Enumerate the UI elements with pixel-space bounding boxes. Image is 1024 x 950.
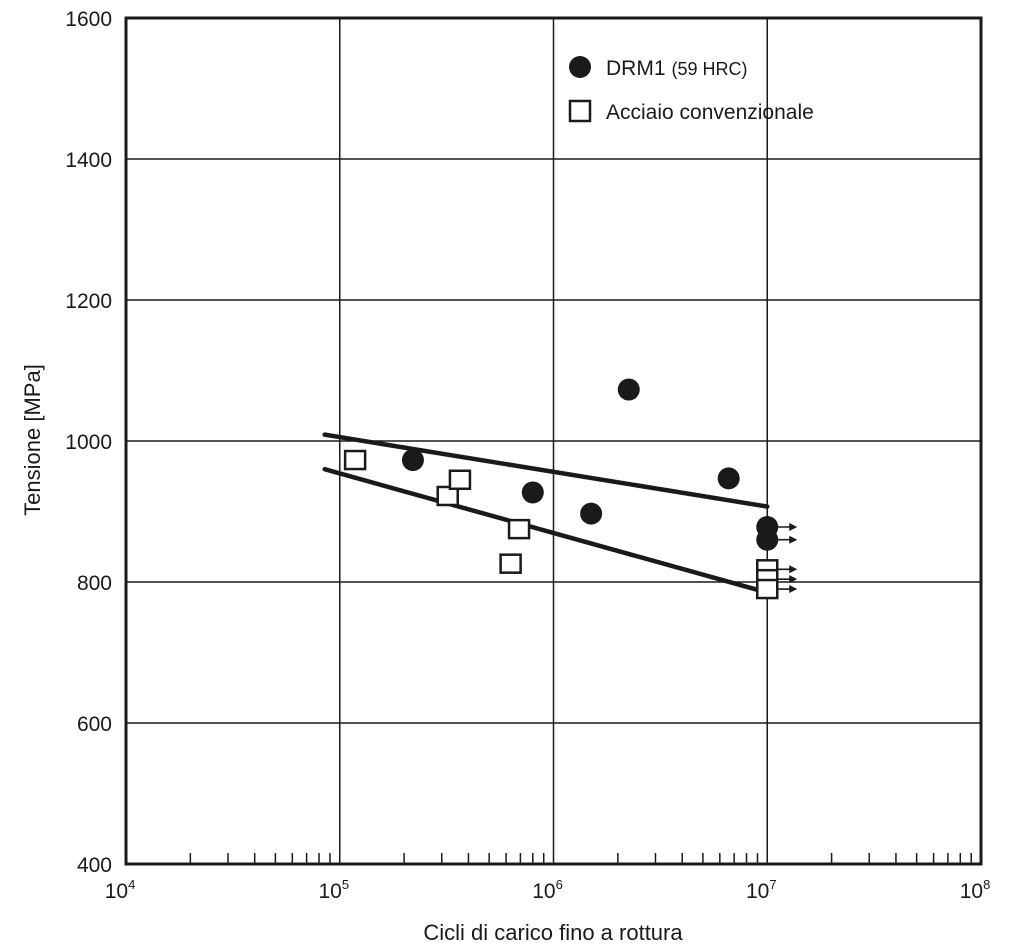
y-tick-labels: 400 600 800 1000 1200 1400 1600	[65, 8, 112, 877]
runout-arrow-head	[789, 575, 798, 584]
data-point-open-square	[756, 578, 779, 600]
x-tick-label: 108	[960, 877, 991, 903]
data-point-filled-circle	[401, 449, 424, 472]
runout-arrow-head	[789, 585, 798, 594]
x-tick-label: 106	[532, 877, 563, 903]
data-point-filled-circle	[521, 481, 544, 504]
y-tick-label: 1400	[65, 149, 112, 172]
grid	[126, 18, 981, 864]
legend: DRM1 (59 HRC) Acciaio convenzionale	[568, 56, 814, 124]
trendlines	[322, 432, 770, 595]
legend-marker-open-square	[568, 99, 592, 123]
trendline-series-1	[322, 432, 770, 509]
data-point-open-square	[436, 485, 459, 507]
trendline-series-2	[322, 466, 770, 595]
runout-arrow-head	[789, 523, 798, 532]
x-tick-label: 105	[318, 877, 349, 903]
legend-series-1-name: DRM1	[606, 57, 666, 80]
data-point-filled-circle	[756, 528, 779, 551]
y-tick-label: 600	[77, 713, 112, 736]
legend-marker-filled-circle	[569, 56, 591, 78]
x-tick-label: 107	[746, 877, 777, 903]
y-tick-label: 1600	[65, 8, 112, 31]
y-tick-label: 800	[77, 572, 112, 595]
runout-arrow-head	[789, 565, 798, 574]
y-axis-label: Tensione [MPa]	[20, 364, 45, 516]
y-tick-label: 1200	[65, 290, 112, 313]
x-axis-label: Cicli di carico fino a rottura	[423, 920, 683, 945]
legend-entry-2: Acciaio convenzionale	[606, 101, 814, 124]
data-point-open-square	[499, 553, 522, 574]
data-point-filled-circle	[717, 467, 740, 490]
plot-frame	[124, 16, 983, 866]
y-tick-label: 400	[77, 854, 112, 877]
data-point-filled-circle	[580, 502, 603, 525]
legend-series-1-suffix: (59 HRC)	[672, 59, 748, 79]
data-point-open-square	[448, 469, 472, 491]
data-point-filled-circle	[617, 378, 640, 401]
x-tick-labels: 104 105 106 107 108	[105, 877, 991, 903]
data-point-open-square	[343, 449, 367, 471]
x-tick-label: 104	[105, 877, 136, 903]
legend-entry-1: DRM1 (59 HRC)	[606, 57, 748, 80]
y-tick-label: 1000	[65, 431, 112, 454]
minor-ticks	[189, 853, 972, 864]
data-point-open-square	[507, 518, 531, 540]
data-points	[343, 378, 779, 600]
runout-arrow-head	[789, 535, 798, 544]
